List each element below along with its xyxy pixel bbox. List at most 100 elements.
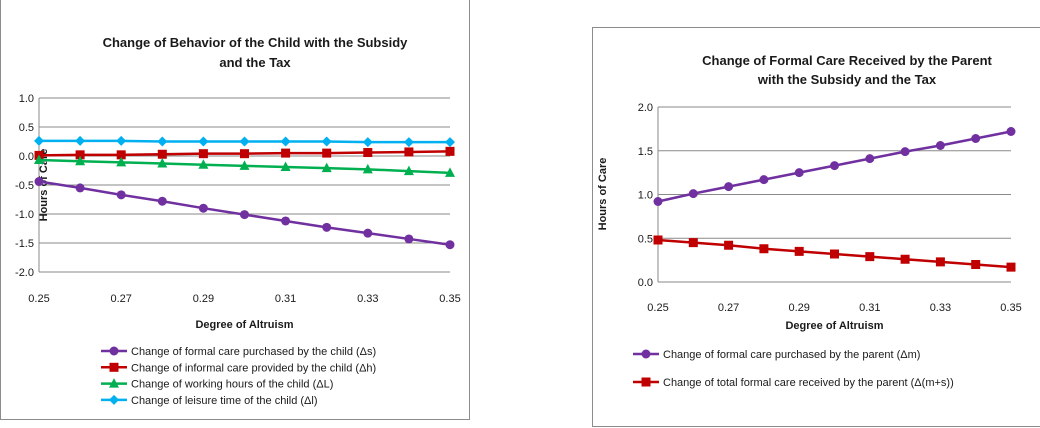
series-1	[34, 177, 455, 250]
data-point	[900, 254, 910, 264]
data-point	[865, 154, 875, 164]
data-point	[75, 183, 85, 193]
x-tick-label: 0.35	[439, 293, 460, 305]
legend-label: Change of total formal care received by …	[663, 377, 954, 389]
legend-label: Change of leisure time of the child (Δl)	[131, 395, 318, 407]
data-point	[198, 136, 209, 147]
x-tick-label: 0.27	[718, 302, 739, 314]
series-2	[34, 146, 455, 160]
data-point	[653, 197, 663, 206]
legend-item: Change of working hours of the child (ΔL…	[101, 378, 333, 391]
data-point	[1006, 262, 1016, 272]
legend-marker	[109, 378, 119, 388]
legend-item: Change of formal care purchased by the c…	[101, 346, 376, 358]
data-point	[280, 136, 291, 147]
x-axis-label: Degree of Altruism	[195, 319, 293, 331]
data-point	[404, 234, 414, 244]
x-tick-label: 0.35	[1000, 302, 1021, 314]
data-point	[688, 189, 698, 199]
data-point	[75, 155, 86, 166]
data-point	[830, 249, 839, 259]
x-tick-label: 0.25	[28, 293, 49, 305]
data-point	[34, 177, 44, 187]
data-point	[157, 158, 168, 168]
legend-label: Change of informal care provided by the …	[131, 362, 376, 374]
data-point	[759, 244, 769, 254]
series-2	[653, 235, 1016, 272]
chart-right: Change of Formal Care Received by the Pa…	[597, 53, 1022, 389]
legend-label: Change of formal care purchased by the p…	[663, 349, 920, 361]
data-point	[198, 149, 208, 159]
data-point	[198, 159, 209, 169]
x-axis-label: Degree of Altruism	[785, 320, 883, 332]
data-point	[240, 149, 249, 159]
data-point	[445, 240, 455, 250]
data-point	[759, 175, 769, 185]
x-tick-label: 0.29	[788, 302, 809, 314]
data-point	[321, 162, 332, 173]
series-1	[653, 127, 1016, 206]
chart-title-line: Change of Behavior of the Child with the…	[103, 35, 409, 50]
y-tick-label: 0.5	[19, 122, 34, 134]
data-point	[653, 235, 663, 245]
data-point	[116, 156, 127, 167]
data-point	[322, 148, 332, 158]
data-point	[321, 136, 332, 147]
y-tick-label: -0.5	[15, 180, 34, 192]
legend-item: Change of informal care provided by the …	[101, 362, 376, 374]
data-point	[322, 222, 332, 232]
data-point	[794, 246, 804, 256]
data-point	[445, 146, 455, 156]
y-tick-label: 0.0	[638, 277, 653, 289]
data-point	[280, 161, 291, 172]
data-point	[404, 147, 414, 157]
data-point	[935, 141, 945, 150]
chart-title-line: Change of Formal Care Received by the Pa…	[702, 53, 992, 68]
data-point	[157, 149, 167, 159]
y-tick-label: 1.5	[638, 146, 653, 158]
data-point	[281, 216, 291, 226]
chart-panel-right: Change of Formal Care Received by the Pa…	[592, 27, 1040, 427]
data-point	[75, 135, 86, 146]
data-point	[198, 203, 208, 213]
data-point	[240, 210, 249, 220]
data-point	[75, 150, 85, 160]
data-point	[34, 154, 44, 165]
y-axis-label: Hours of Care	[597, 158, 609, 231]
data-point	[900, 147, 910, 157]
data-point	[281, 148, 291, 158]
legend-marker	[641, 377, 651, 387]
data-point	[935, 257, 945, 267]
legend-marker	[109, 362, 119, 372]
data-point	[116, 150, 126, 160]
y-axis-label: Hours of Care	[38, 149, 50, 222]
data-point	[362, 163, 373, 174]
chart-left: Change of Behavior of the Child with the…	[15, 35, 461, 407]
legend-item: Change of leisure time of the child (Δl)	[101, 394, 318, 407]
data-point	[363, 228, 373, 238]
data-point	[403, 137, 414, 148]
chart-title-line: and the Tax	[219, 55, 291, 70]
data-point	[971, 134, 981, 143]
legend-item: Change of total formal care received by …	[633, 377, 954, 389]
data-point	[157, 196, 167, 206]
chart-title-line: with the Subsidy and the Tax	[757, 72, 937, 87]
y-tick-label: -1.0	[15, 209, 34, 221]
data-point	[116, 135, 127, 146]
data-point	[865, 252, 875, 262]
data-point	[362, 137, 373, 148]
data-point	[363, 148, 373, 158]
legend-marker	[109, 394, 119, 405]
x-tick-label: 0.33	[930, 302, 951, 314]
data-point	[239, 136, 250, 147]
legend-marker	[109, 346, 119, 356]
data-point	[157, 136, 168, 147]
legend-item: Change of formal care purchased by the p…	[633, 349, 920, 361]
data-point	[239, 160, 250, 170]
x-tick-label: 0.31	[275, 293, 296, 305]
data-point	[794, 168, 804, 178]
series-4	[34, 135, 455, 148]
data-point	[445, 167, 455, 177]
y-tick-label: -1.5	[15, 238, 34, 250]
chart-panel-left: Change of Behavior of the Child with the…	[0, 0, 470, 420]
